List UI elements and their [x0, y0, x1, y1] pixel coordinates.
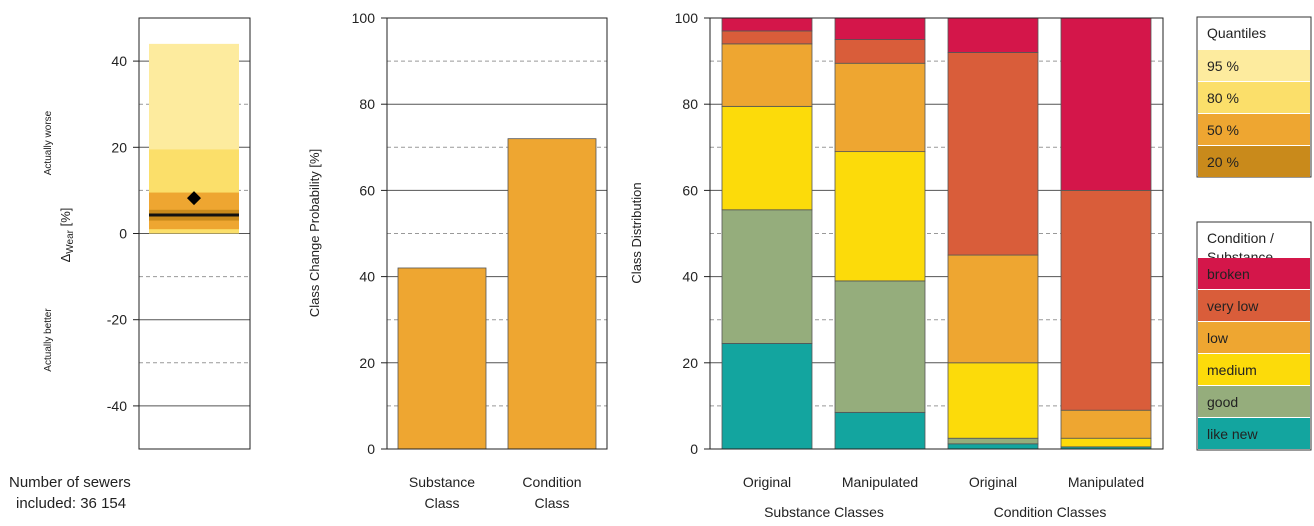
stacked-bar-segment — [722, 18, 812, 31]
footnote-line1: Number of sewers — [9, 474, 131, 491]
legend-label: 80 % — [1207, 90, 1239, 106]
legend-label: 20 % — [1207, 154, 1239, 170]
class-legend-title-line1: Condition / — [1207, 230, 1274, 246]
stacked-bar-segment — [722, 210, 812, 344]
stacked-bar-segment — [948, 255, 1038, 363]
stacked-bar-segment — [1061, 190, 1151, 410]
legend-label: medium — [1207, 362, 1257, 378]
y-tick-label: 80 — [682, 96, 698, 112]
stacked-bar-segment — [948, 363, 1038, 438]
stacked-bar-segment — [722, 343, 812, 449]
y-tick-label: 0 — [119, 226, 127, 242]
bar — [398, 268, 486, 449]
category-label-original-substance: Original — [743, 474, 791, 490]
y-tick-label: 20 — [111, 139, 127, 155]
legend-label: good — [1207, 394, 1238, 410]
legend-label: broken — [1207, 266, 1250, 282]
stacked-bar-segment — [835, 412, 925, 449]
stacked-bar-segment — [1061, 438, 1151, 447]
y-tick-label: 100 — [352, 10, 376, 26]
y-tick-label: 60 — [682, 182, 698, 198]
legend-label: low — [1207, 330, 1229, 346]
wear-y-axis-label: ΔWear [%] — [58, 208, 76, 263]
category-label-substance-line2: Class — [424, 495, 459, 511]
stacked-bar-segment — [835, 281, 925, 412]
y-tick-label: 100 — [675, 10, 699, 26]
category-label-manipulated-condition: Manipulated — [1068, 474, 1144, 490]
y-tick-label: 80 — [359, 96, 375, 112]
stacked-bar-segment — [948, 444, 1038, 449]
stacked-bar-segment — [835, 40, 925, 64]
legend-label: very low — [1207, 298, 1259, 314]
legend-label: 95 % — [1207, 58, 1239, 74]
lower-note: Actually better — [43, 308, 54, 372]
group-label-substance: Substance Classes — [764, 504, 884, 520]
quantile-legend: Quantiles 95 % 80 % 50 % 20 % — [1197, 17, 1311, 177]
stacked-bar-segment — [722, 44, 812, 106]
y-tick-label: 20 — [682, 355, 698, 371]
stacked-bar-segment — [1061, 18, 1151, 190]
y-tick-label: 20 — [359, 355, 375, 371]
y-tick-label: 60 — [359, 182, 375, 198]
y-tick-label: 40 — [359, 269, 375, 285]
footnote-line2: included: 36 154 — [16, 495, 126, 512]
distribution-panel: 100 80 60 40 20 0 Class Distribution Original… — [629, 10, 1163, 520]
quantile-legend-title: Quantiles — [1207, 25, 1266, 41]
legend-label: 50 % — [1207, 122, 1239, 138]
y-tick-label: 0 — [367, 441, 375, 457]
change-y-axis-label: Class Change Probability [%] — [307, 149, 322, 317]
y-tick-label: 40 — [111, 53, 127, 69]
change-panel: 100 80 60 40 20 0 Class Change Probability [%… — [307, 10, 607, 511]
distribution-y-axis-label: Class Distribution — [629, 182, 644, 283]
category-label-condition-line1: Condition — [522, 474, 581, 490]
stacked-bar-segment — [835, 63, 925, 151]
upper-note: Actually worse — [43, 110, 54, 175]
wear-panel: 40 20 0 -20 -40 Actually worse Actually bett… — [9, 18, 250, 512]
y-tick-label: -40 — [107, 398, 127, 414]
stacked-bar-segment — [722, 31, 812, 44]
y-tick-label: 40 — [682, 269, 698, 285]
stacked-bar-segment — [835, 152, 925, 281]
stacked-bar-segment — [948, 438, 1038, 444]
legend-label: like new — [1207, 426, 1258, 442]
category-label-substance-line1: Substance — [409, 474, 475, 490]
category-label-original-condition: Original — [969, 474, 1017, 490]
stacked-bar-segment — [722, 106, 812, 209]
stacked-bar-segment — [835, 18, 925, 40]
y-tick-label: 0 — [690, 441, 698, 457]
stacked-bar-segment — [948, 18, 1038, 52]
group-label-condition: Condition Classes — [994, 504, 1107, 520]
bar — [508, 139, 596, 449]
category-label-condition-line2: Class — [534, 495, 569, 511]
category-label-manipulated-substance: Manipulated — [842, 474, 918, 490]
y-tick-label: -20 — [107, 312, 127, 328]
stacked-bar-segment — [948, 52, 1038, 255]
stacked-bar-segment — [1061, 410, 1151, 438]
